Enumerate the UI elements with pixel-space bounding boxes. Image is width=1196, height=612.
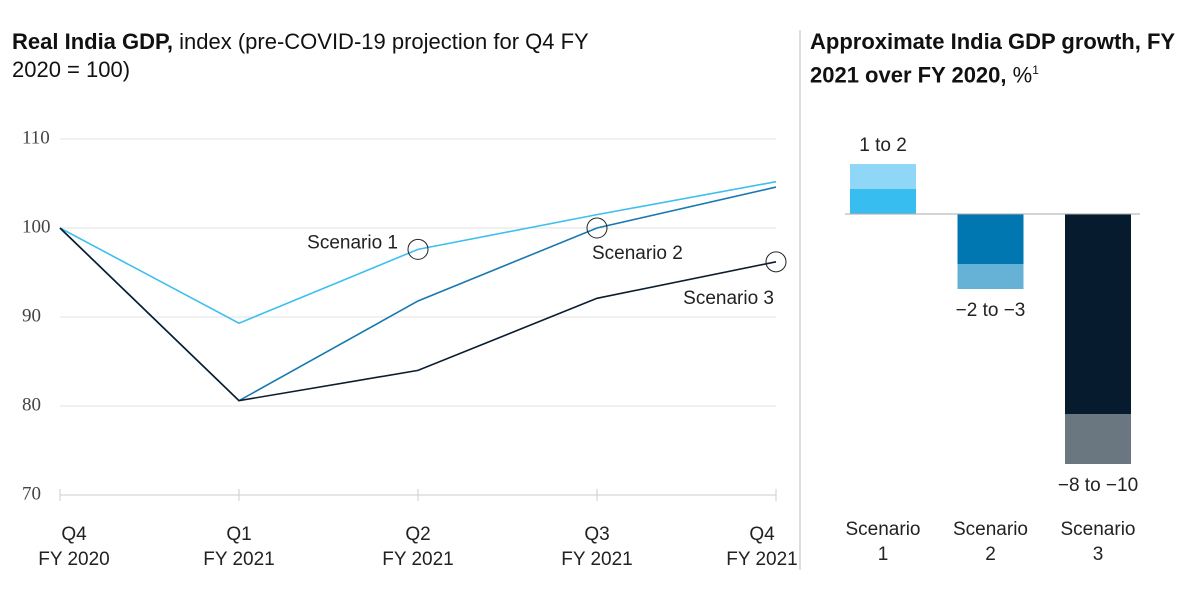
footnote: 1 [1032,63,1039,77]
x-tick-label: Q4 FY 2020 [38,524,110,570]
bar-range-end [957,264,1024,289]
value-label: −2 to −3 [956,300,1026,321]
unit: % [1012,62,1033,88]
bar-range-end [850,164,916,189]
x-tick-label: Q4 FY 2021 [726,524,798,570]
x-tick-label: Q1 FY 2021 [203,524,275,570]
y-tick-label: 80 [22,394,41,415]
x-tick-label: Scenario 3 [1060,519,1136,565]
bar [850,189,916,214]
line [59,180,777,325]
title: Approximate India GDP growth, FY 2021 ov… [810,29,1175,88]
subtitle: index (pre-COVID-19 projection for Q4 FY… [12,29,589,82]
series-label: Scenario 3 [683,288,774,309]
bar-title: Approximate India GDP growth, FY 2021 ov… [810,28,1190,89]
series-label: Scenario 2 [592,243,683,264]
bar-range-end [1065,414,1131,464]
bar [957,214,1024,264]
annotation-circle [407,238,429,260]
value-label: 1 to 2 [859,135,907,156]
x-tick-label: Scenario 2 [953,519,1028,565]
x-tick-label: Q3 FY 2021 [561,524,633,570]
line-title: Real India GDP, index (pre-COVID-19 proj… [12,28,612,84]
series-label: Scenario 1 [307,232,398,253]
line [59,227,777,402]
value-label: −8 to −10 [1058,475,1138,496]
y-tick-label: 90 [22,305,41,326]
x-tick-label: Scenario 1 [845,519,921,565]
annotation-circle [586,217,608,239]
x-tick-label: Q2 FY 2021 [382,524,454,570]
annotation-circle [765,251,787,273]
title: Real India GDP, [12,29,173,54]
y-tick-label: 110 [22,127,50,148]
y-tick-label: 100 [22,216,51,237]
line [59,186,777,402]
y-tick-label: 70 [22,483,41,504]
bar [1065,214,1131,414]
